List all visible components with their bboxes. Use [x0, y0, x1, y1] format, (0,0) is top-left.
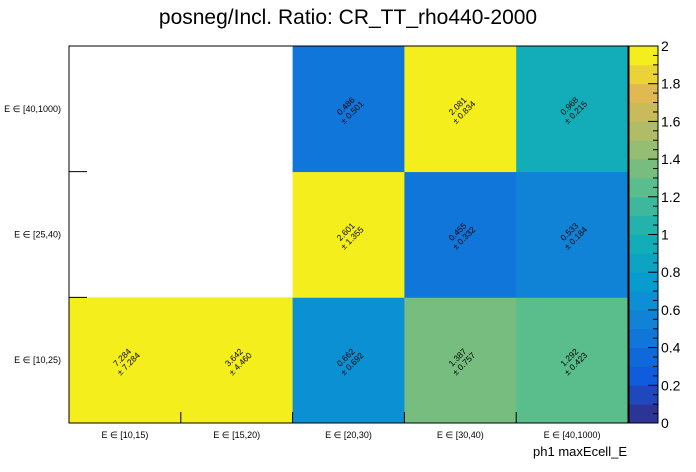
x-tick-label: E ∈ [40,1000) [544, 430, 601, 440]
x-tick-label: E ∈ [30,40) [437, 430, 484, 440]
colorbar-swatch [629, 385, 658, 405]
x-axis-label: ph1 maxEcell_E [533, 444, 627, 459]
y-axis-tick-labels: E ∈ [10,25) E ∈ [25,40) E ∈ [40,1000) [4, 104, 61, 365]
colorbar-swatch [629, 291, 658, 311]
colorbar-swatch [629, 253, 658, 273]
colorbar-swatch [629, 215, 658, 235]
colorbar-swatch [629, 272, 658, 292]
x-tick-label: E ∈ [10,15) [101, 430, 148, 440]
colorbar-tick-label: 0.8 [661, 264, 681, 280]
heatmap-cell [404, 171, 517, 298]
colorbar-swatch [629, 159, 658, 179]
colorbar-tick-label: 0 [661, 415, 669, 431]
x-tick-label: E ∈ [15,20) [213, 430, 260, 440]
colorbar-tick-label: 1.2 [661, 189, 681, 205]
y-axis-ticks [69, 171, 87, 298]
colorbar-swatch [629, 83, 658, 103]
colorbar-swatch [629, 234, 658, 254]
colorbar-swatch [629, 64, 658, 85]
colorbar-tick-label: 0.6 [661, 302, 681, 318]
heatmap-cell [292, 46, 405, 173]
heatmap-cell [516, 297, 629, 424]
chart-title: posneg/Incl. Ratio: CR_TT_rho440-2000 [159, 6, 537, 29]
x-tick-label: E ∈ [20,30) [325, 430, 372, 440]
x-axis-tick-labels: E ∈ [10,15) E ∈ [15,20) E ∈ [20,30) E ∈ [30… [101, 430, 600, 440]
heatmap-cells [69, 46, 629, 424]
colorbar-tick-label: 1.6 [661, 113, 681, 129]
heatmap-cell [516, 46, 629, 173]
colorbar-tick-label: 0.2 [661, 377, 681, 393]
heatmap-cell [404, 46, 517, 173]
colorbar-tick-label: 2 [661, 38, 669, 54]
colorbar-swatch [629, 46, 658, 66]
colorbar-tick-label: 1 [661, 227, 669, 243]
colorbar-swatch [629, 121, 658, 141]
heatmap-cell [404, 297, 517, 424]
y-tick-label: E ∈ [10,25) [14, 355, 61, 365]
heatmap-cell [180, 297, 293, 424]
colorbar-swatch [629, 309, 658, 330]
colorbar-tick-label: 0.4 [661, 340, 681, 356]
heatmap-cell [292, 171, 405, 298]
plot-frame [68, 45, 629, 424]
colorbar-swatch [629, 102, 658, 122]
colorbar-swatch [629, 196, 658, 217]
colorbar-swatch [629, 140, 658, 160]
colorbar-swatch [629, 328, 658, 348]
y-tick-label: E ∈ [40,1000) [4, 104, 61, 114]
heatmap-cell [292, 297, 405, 424]
colorbar-swatch [629, 347, 658, 367]
x-axis-ticks [180, 412, 517, 423]
colorbar-swatch [629, 366, 658, 386]
colorbar [628, 45, 659, 424]
colorbar-tick-label: 1.4 [661, 151, 681, 167]
y-tick-label: E ∈ [25,40) [14, 230, 61, 240]
colorbar-swatch [629, 404, 658, 424]
colorbar-tick-label: 1.8 [661, 76, 681, 92]
colorbar-ticks: 0 0.2 0.4 0.6 0.8 1 1.2 1.4 1.6 1.8 2 [648, 38, 681, 431]
colorbar-swatch [629, 177, 658, 198]
heatmap-cell [516, 171, 629, 298]
heatmap-cell [69, 297, 182, 424]
